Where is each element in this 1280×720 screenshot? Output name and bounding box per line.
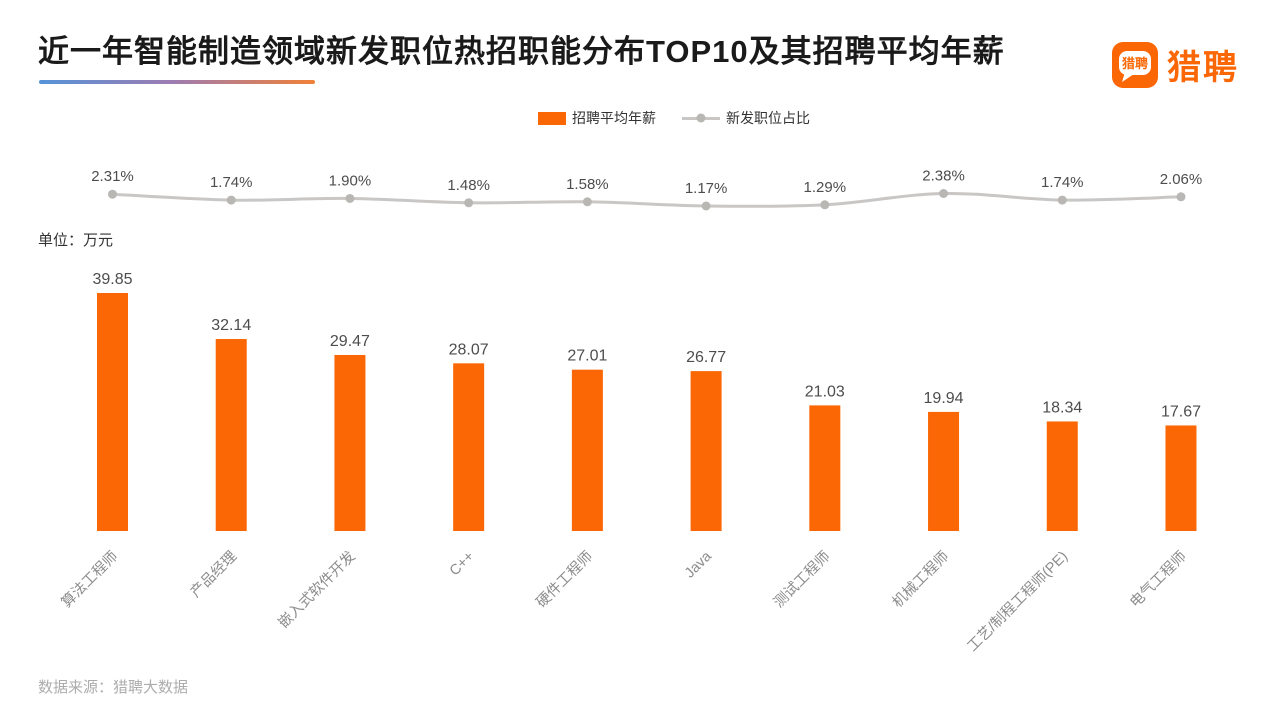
bar: [453, 363, 485, 531]
page-title: 近一年智能制造领域新发职位热招职能分布TOP10及其招聘平均年薪: [38, 34, 1005, 69]
category-label: 测试工程师: [770, 548, 833, 611]
line-dot: [582, 197, 592, 207]
category-label: 算法工程师: [58, 548, 121, 611]
bar-value-label: 32.14: [211, 317, 251, 334]
liepin-logo: 猎聘 猎聘: [1112, 40, 1239, 89]
bar-value-label: 27.01: [567, 348, 607, 365]
percent-label: 1.29%: [804, 179, 847, 196]
bar: [1165, 425, 1197, 531]
bar: [928, 411, 960, 531]
bar: [571, 369, 603, 531]
line-dot: [820, 200, 830, 210]
line-swatch-dot: [696, 113, 706, 123]
line-dot: [1176, 192, 1186, 202]
bar-value-label: 26.77: [686, 349, 726, 366]
line-series-swatch: [682, 113, 720, 123]
line-dot: [939, 189, 949, 199]
bar-value-label: 18.34: [1042, 399, 1082, 416]
logo-bubble-text: 猎聘: [1122, 56, 1148, 71]
data-source: 数据来源：猎聘大数据: [38, 679, 189, 696]
title-underline: [39, 80, 315, 84]
ratio-line-path: [112, 191, 1182, 208]
line-dot: [108, 189, 117, 199]
legend-item-salary: 招聘平均年薪: [538, 108, 656, 128]
line-dot: [1057, 195, 1067, 205]
percent-label: 1.74%: [210, 174, 253, 191]
category-label: 硬件工程师: [533, 548, 596, 611]
percent-label: 2.38%: [922, 168, 965, 185]
percent-label: 1.17%: [685, 180, 728, 197]
line-dot: [701, 201, 711, 211]
bar: [809, 405, 841, 531]
unit-label: 单位：万元: [38, 232, 114, 249]
category-label: 工艺/制程工程师(PE): [964, 548, 1071, 655]
bar: [215, 339, 247, 531]
chart-legend: 招聘平均年薪 新发职位占比: [538, 108, 810, 128]
category-label: 产品经理: [187, 547, 240, 600]
percent-label: 1.48%: [447, 177, 490, 194]
legend-item-ratio: 新发职位占比: [682, 108, 810, 128]
percent-label: 2.31%: [91, 168, 134, 185]
percent-label: 1.90%: [329, 172, 372, 189]
line-dot: [226, 195, 236, 205]
bar-value-label: 29.47: [330, 333, 370, 350]
line-dot: [345, 193, 355, 203]
bar: [334, 354, 366, 531]
percent-label: 1.58%: [566, 176, 609, 193]
bar: [1046, 421, 1078, 531]
bar-value-label: 39.85: [92, 271, 132, 288]
line-dot: [464, 198, 474, 208]
bar-series-swatch: [538, 111, 566, 125]
category-label: Java: [682, 548, 716, 582]
liepin-wordmark: 猎聘: [1167, 49, 1239, 87]
bar-value-label: 21.03: [805, 383, 845, 400]
legend-label-ratio: 新发职位占比: [726, 110, 810, 126]
bar-value-label: 19.94: [924, 390, 964, 407]
category-label: 电气工程师: [1127, 548, 1190, 611]
bar: [97, 292, 128, 531]
category-label: 机械工程师: [889, 548, 952, 611]
liepin-logo-icon: 猎聘: [1112, 41, 1158, 88]
percent-label: 1.74%: [1041, 174, 1084, 191]
percent-label: 2.06%: [1160, 171, 1203, 188]
legend-label-salary: 招聘平均年薪: [572, 110, 656, 126]
bar: [690, 371, 722, 531]
bar-value-label: 28.07: [449, 341, 489, 358]
category-label: 嵌入式软件开发: [275, 548, 359, 632]
category-label: C++: [447, 549, 478, 580]
bar-value-label: 17.67: [1161, 403, 1201, 420]
